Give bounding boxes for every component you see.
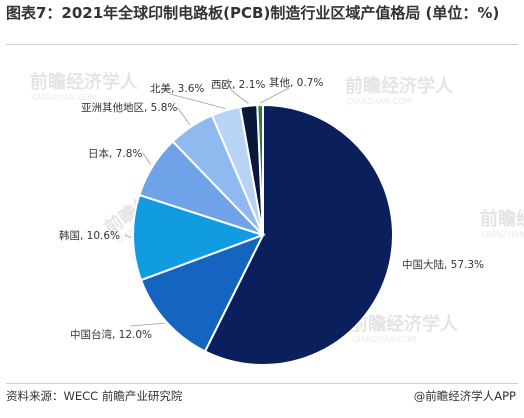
leader-line — [176, 106, 191, 126]
leader-line — [169, 93, 226, 109]
leader-line — [129, 322, 165, 327]
watermark-subtext: QIANZHAN.COM — [352, 335, 416, 344]
slice-label: 亚洲其他地区, 5.8% — [81, 101, 177, 114]
slice-labels: 中国大陆, 57.3% 中国台湾, 12.0% 韩国, 10.6% 日本, 7.8% 亚… — [59, 76, 484, 341]
pie-slice — [203, 103, 394, 366]
title-divider — [6, 44, 518, 45]
watermark-subtext: QIANZHAN.COM — [347, 97, 411, 106]
leader-lines — [124, 87, 290, 327]
slice-label: 其他, 0.7% — [269, 76, 323, 89]
slice-label: 日本, 7.8% — [88, 147, 142, 160]
slice-label: 西欧, 2.1% — [211, 79, 265, 91]
chart-title: 图表7：2021年全球印制电路板(PCB)制造行业区域产值格局 (单位：%) — [6, 4, 500, 22]
leader-line — [259, 87, 290, 104]
slice-label: 中国大陆, 57.3% — [402, 258, 484, 271]
leader-line — [142, 152, 152, 166]
slice-label: 韩国, 10.6% — [59, 229, 120, 242]
pie-slice — [139, 233, 266, 353]
pie-slices — [132, 103, 394, 366]
source-note: 资料来源：WECC 前瞻产业研究院 — [6, 389, 183, 403]
watermark-text: 前瞻经济学人 — [30, 71, 139, 93]
watermark-subtext: QIANZHAN.COM — [482, 230, 524, 239]
pie-slice — [256, 103, 264, 236]
footer-divider — [6, 383, 518, 384]
watermark-text: 前瞻经济学人 — [345, 75, 454, 97]
pie-slice — [132, 193, 267, 282]
slice-label: 北美, 3.6% — [150, 82, 204, 95]
slice-label: 中国台湾, 12.0% — [70, 328, 152, 341]
leader-line — [230, 89, 249, 105]
watermark-text: 前瞻经济学人 — [480, 208, 524, 230]
leader-line — [124, 234, 132, 239]
watermark-subtext: QIANZHAN.COM — [32, 93, 96, 102]
brand-credit: @前瞻经济学人APP — [413, 389, 516, 403]
watermark-text: 前瞻经济学人 — [350, 313, 459, 335]
